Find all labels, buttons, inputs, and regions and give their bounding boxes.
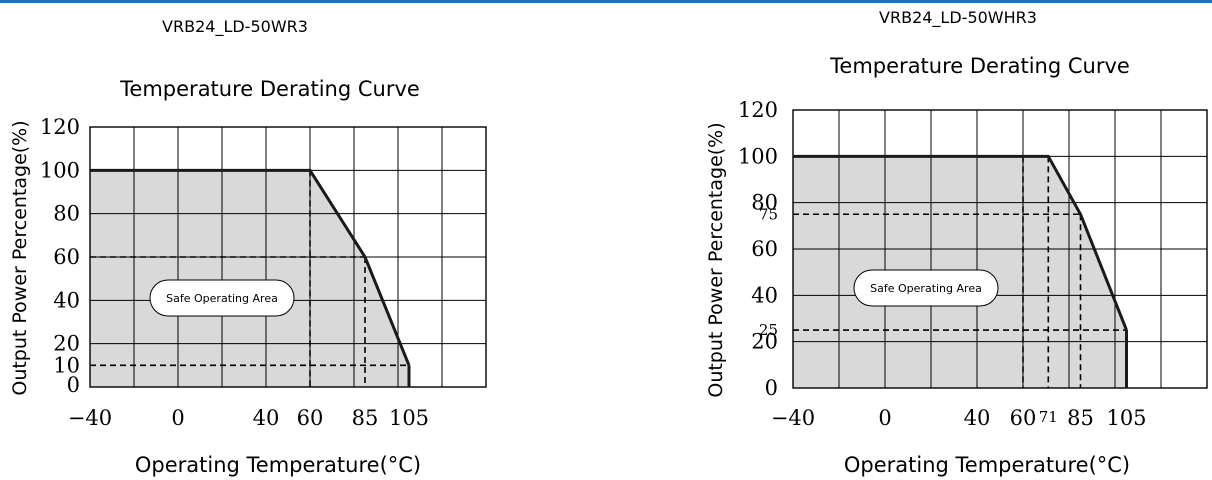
y-tick-label: 120 <box>40 115 80 139</box>
x-tick-label: 0 <box>171 406 184 430</box>
chart-2-model-label: VRB24_LD-50WHR3 <box>879 8 1037 28</box>
y-tick-label: 80 <box>751 191 778 215</box>
x-tick-label: 40 <box>253 406 280 430</box>
y-tick-label: 60 <box>53 245 80 269</box>
y-tick-label: 10 <box>53 353 80 377</box>
chart-1-x-axis-label: Operating Temperature(°C) <box>135 453 421 477</box>
y-tick-label: 100 <box>738 144 778 168</box>
x-tick-label: 71 <box>1039 408 1058 426</box>
y-tick-label: 80 <box>53 202 80 226</box>
safe-area-label-bubble <box>853 269 999 307</box>
y-tick-label: 40 <box>53 288 80 312</box>
x-tick-label: 0 <box>878 406 891 430</box>
chart-left: VRB24_LD-50WR3 Temperature Derating Curv… <box>9 17 487 477</box>
plot-frame <box>792 109 1208 389</box>
x-tick-label: 85 <box>352 406 379 430</box>
y-tick-label: 0 <box>67 373 80 397</box>
safe-area-label-bubble <box>149 279 295 317</box>
y-tick-label: 40 <box>751 283 778 307</box>
x-tick-label: 60 <box>297 406 324 430</box>
y-tick-label: 100 <box>40 158 80 182</box>
y-tick-label: 120 <box>738 98 778 122</box>
chart-right: VRB24_LD-50WHR3 Temperature Derating Cur… <box>705 8 1208 477</box>
y-tick-label: 75 <box>759 205 778 223</box>
chart-2-plot-area: Safe Operating Area−40 0 40 60 71 85 105120100… <box>738 98 1208 430</box>
x-tick-label: 105 <box>1106 406 1146 430</box>
chart-2-x-axis-label: Operating Temperature(°C) <box>844 453 1130 477</box>
y-tick-label: 20 <box>53 332 80 356</box>
chart-1-derating-curve <box>90 168 411 366</box>
x-tick-label: 40 <box>964 406 991 430</box>
chart-1-title: Temperature Derating Curve <box>119 77 420 101</box>
x-tick-label: 85 <box>1067 406 1094 430</box>
x-tick-label: −40 <box>68 406 112 430</box>
chart-1-safe-area-fill <box>90 170 409 387</box>
y-tick-label: 60 <box>751 237 778 261</box>
x-tick-label: −40 <box>771 406 815 430</box>
safe-area-label: Safe Operating Area <box>166 292 278 305</box>
safe-area-label: Safe Operating Area <box>870 282 982 295</box>
y-tick-label: 20 <box>751 330 778 354</box>
top-accent-line <box>0 0 1212 3</box>
x-tick-label: 105 <box>389 406 429 430</box>
chart-1-y-axis-label: Output Power Percentage(%) <box>9 120 31 395</box>
chart-2-title: Temperature Derating Curve <box>829 54 1130 78</box>
chart-2-derating-curve <box>793 154 1128 331</box>
chart-1-model-label: VRB24_LD-50WR3 <box>162 17 308 37</box>
y-tick-label: 0 <box>765 376 778 400</box>
chart-2-y-axis-label: Output Power Percentage(%) <box>705 122 727 397</box>
y-tick-label: 25 <box>759 321 778 339</box>
x-tick-label: 60 <box>1010 406 1037 430</box>
chart-1-plot-area: Safe Operating Area−40 0 40 60 85 10512010080… <box>40 115 487 430</box>
